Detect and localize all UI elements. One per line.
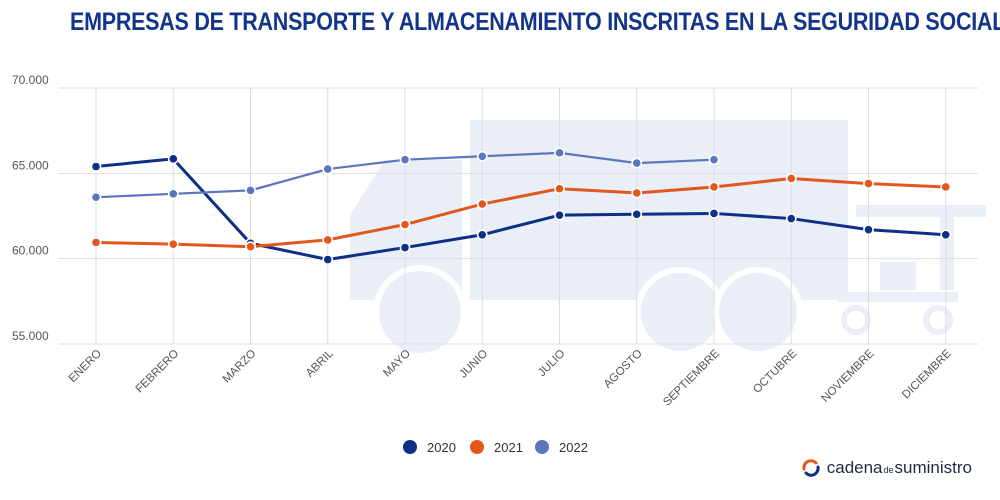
data-point-2020 <box>863 224 874 236</box>
series-line-2020 <box>95 157 946 262</box>
legend-marker-2021 <box>470 440 484 454</box>
data-point-2020 <box>476 229 488 241</box>
data-point-2021 <box>167 238 179 250</box>
brand-part1: cadena <box>826 458 883 477</box>
y-tick-label: 55.000 <box>12 329 49 343</box>
brand-logo: cadenadesuministro <box>801 458 972 478</box>
chart-title: EMPRESAS DE TRANSPORTE Y ALMACENAMIENTO … <box>70 8 1000 36</box>
brand-part2: de <box>883 465 894 475</box>
y-axis: 70.000 65.000 60.000 55.000 <box>12 73 49 343</box>
data-point-2020 <box>399 242 411 253</box>
legend-label-2022: 2022 <box>559 440 588 455</box>
data-point-2020 <box>90 161 102 172</box>
y-tick-label: 65.000 <box>12 158 49 172</box>
x-axis: ENERO FEBRERO MARZO ABRIL MAYO JUNIO JULIO AGOS… <box>67 347 954 408</box>
x-tick-label: FEBRERO <box>134 348 182 396</box>
data-point-2021 <box>863 178 874 189</box>
data-point-2022 <box>167 188 179 200</box>
data-point-2022 <box>554 147 565 159</box>
series-line-2021 <box>95 176 946 249</box>
data-point-2022 <box>476 150 488 162</box>
data-point-2020 <box>631 208 643 220</box>
data-point-2020 <box>785 213 797 224</box>
data-point-2022 <box>399 154 411 166</box>
brand-arc-icon <box>802 459 820 477</box>
data-point-2021 <box>708 181 720 193</box>
x-tick-label: ABRIL <box>304 347 336 379</box>
data-point-2022 <box>708 154 720 166</box>
data-point-2021 <box>785 173 797 184</box>
legend-marker-2020 <box>403 440 417 454</box>
x-tick-label: AGOSTO <box>602 348 645 391</box>
data-point-2021 <box>399 219 411 230</box>
x-tick-label: ENERO <box>67 348 104 385</box>
legend: 2020 2021 2022 <box>403 440 588 455</box>
legend-label-2021: 2021 <box>494 440 523 455</box>
data-point-2022 <box>245 184 256 196</box>
y-tick-label: 60.000 <box>12 244 49 258</box>
legend-marker-2022 <box>535 440 549 454</box>
legend-label-2020: 2020 <box>427 440 456 455</box>
x-tick-label: NOVIEMBRE <box>819 347 877 405</box>
data-point-2020 <box>167 153 179 165</box>
data-point-2022 <box>90 191 102 203</box>
truck-icon <box>350 120 986 359</box>
series-points <box>90 147 952 265</box>
data-point-2020 <box>708 208 720 219</box>
y-tick-label: 70.000 <box>12 73 49 87</box>
brand-part3: suministro <box>894 458 972 477</box>
data-point-2021 <box>476 198 488 210</box>
data-point-2021 <box>554 183 565 195</box>
data-point-2020 <box>322 254 334 265</box>
data-point-2022 <box>322 163 334 175</box>
data-point-2020 <box>940 229 952 241</box>
data-point-2021 <box>940 181 952 193</box>
data-point-2020 <box>554 209 565 221</box>
data-point-2022 <box>631 157 643 169</box>
x-tick-label: SEPTIEMBRE <box>661 347 722 408</box>
x-tick-label: DICIEMBRE <box>900 347 954 401</box>
x-tick-label: JUNIO <box>457 348 490 381</box>
data-point-2021 <box>631 187 643 199</box>
x-tick-label: JULIO <box>536 348 568 380</box>
data-point-2021 <box>245 241 256 253</box>
x-tick-label: MARZO <box>221 348 259 386</box>
data-point-2021 <box>322 234 334 246</box>
data-point-2021 <box>90 237 102 248</box>
